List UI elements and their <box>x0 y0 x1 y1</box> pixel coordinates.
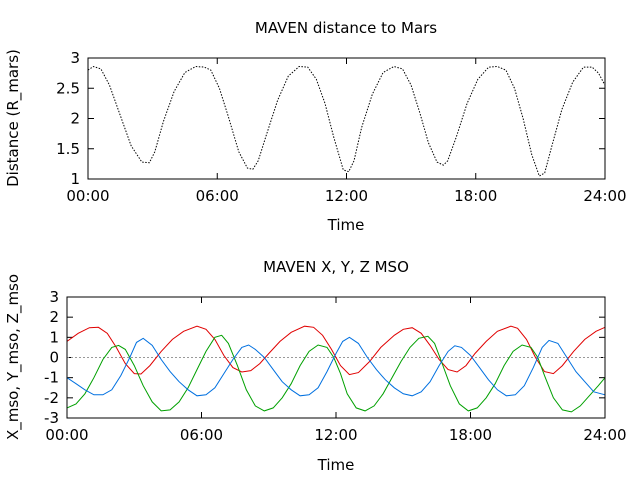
x-tick-label: 00:00 <box>66 187 109 205</box>
x-tick-label: 18:00 <box>449 426 492 444</box>
y-tick-label: 1 <box>70 170 80 188</box>
series-line-0 <box>66 325 606 376</box>
x-tick-label: 24:00 <box>583 426 626 444</box>
y-tick-label: 2 <box>70 110 80 128</box>
x-tick-label: 06:00 <box>196 187 239 205</box>
y-tick-label: 1 <box>49 328 59 346</box>
x-tick-label: 24:00 <box>583 187 626 205</box>
y-tick-label: 3 <box>49 288 59 306</box>
y-tick-label: 2 <box>49 308 59 326</box>
mso-chart-xlabel: Time <box>317 456 355 474</box>
x-tick-label: 06:00 <box>180 426 223 444</box>
distance-chart-title: MAVEN distance to Mars <box>255 19 437 37</box>
distance-chart-xlabel: Time <box>327 216 365 234</box>
series-line-0 <box>87 65 606 177</box>
y-tick-label: -2 <box>44 389 59 407</box>
distance-chart-ylabel: Distance (R_mars) <box>4 49 23 187</box>
distance-chart: MAVEN distance to Mars Distance (R_mars)… <box>4 19 627 234</box>
mso-chart: MAVEN X, Y, Z MSO X_mso, Y_mso, Z_mso Ti… <box>4 258 627 474</box>
x-tick-label: 18:00 <box>454 187 497 205</box>
y-tick-label: 2.5 <box>56 79 80 97</box>
y-tick-label: 0 <box>49 349 59 367</box>
x-tick-label: 12:00 <box>314 426 357 444</box>
y-tick-label: -1 <box>44 369 59 387</box>
y-tick-label: 1.5 <box>56 140 80 158</box>
mso-chart-ylabel: X_mso, Y_mso, Z_mso <box>4 274 23 440</box>
series-line-1 <box>66 334 606 413</box>
x-tick-label: 00:00 <box>45 426 88 444</box>
y-tick-label: 3 <box>70 49 80 67</box>
distance-chart-frame <box>87 57 606 180</box>
mso-chart-frame <box>66 296 606 419</box>
mso-chart-title: MAVEN X, Y, Z MSO <box>263 258 409 276</box>
y-tick-label: -3 <box>44 409 59 427</box>
x-tick-label: 12:00 <box>325 187 368 205</box>
series-line-2 <box>66 336 606 397</box>
